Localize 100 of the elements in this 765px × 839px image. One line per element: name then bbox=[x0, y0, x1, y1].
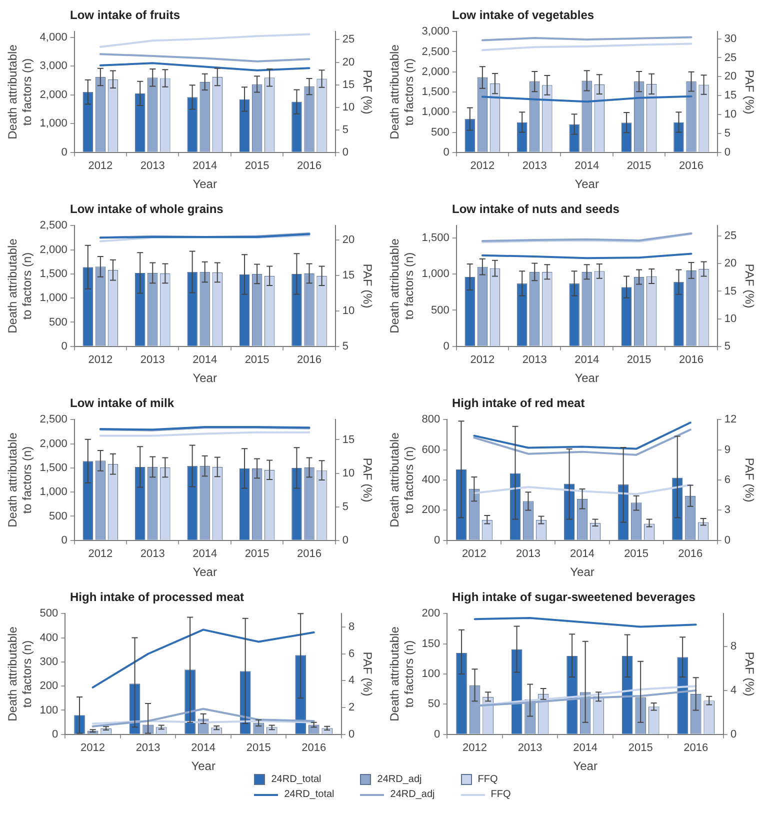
y-axis-title: Death attributable to factors (n) bbox=[6, 626, 34, 722]
y-axis-title: Death attributable to factors (n) bbox=[6, 432, 34, 528]
legend-label: 24RD_total bbox=[271, 774, 322, 785]
y-axis-title: Death attributable to factors (n) bbox=[388, 238, 416, 334]
y2-tick-label: 5 bbox=[342, 500, 348, 513]
x-tick-label: 2012 bbox=[80, 742, 106, 754]
y-tick-label: 500 bbox=[48, 510, 68, 522]
y2-tick-label: 12 bbox=[724, 414, 737, 426]
x-tick-label: 2015 bbox=[628, 742, 653, 754]
legend-label: 24RD_adj bbox=[390, 789, 435, 800]
y2-axis-title: PAF (%) bbox=[360, 652, 374, 696]
y-tick-label: 0 bbox=[52, 728, 58, 740]
y2-tick-label: 30 bbox=[724, 32, 737, 45]
y-tick-label: 3,000 bbox=[40, 60, 68, 72]
y-tick-label: 500 bbox=[40, 608, 58, 620]
y2-tick-label: 15 bbox=[342, 78, 355, 91]
y-tick-label: 1,000 bbox=[40, 292, 68, 304]
legend-label: 24RD_total bbox=[284, 789, 334, 800]
y2-tick-label: 5 bbox=[342, 340, 348, 352]
y-tick-label: 0 bbox=[61, 534, 68, 546]
x-tick-label: 2016 bbox=[679, 354, 704, 366]
y2-tick-label: 4 bbox=[348, 674, 355, 687]
y-tick-label: 800 bbox=[422, 414, 440, 426]
y-tick-label: 2,000 bbox=[40, 244, 68, 256]
y-axis-title: Death attributable to factors (n) bbox=[388, 626, 416, 722]
y2-axis-title: PAF (%) bbox=[360, 264, 374, 308]
y2-tick-label: 8 bbox=[730, 640, 737, 653]
y-tick-label: 1,000 bbox=[40, 486, 68, 498]
y2-tick-label: 15 bbox=[342, 434, 355, 446]
y-axis-title: Death attributable to factors (n) bbox=[6, 44, 34, 140]
x-axis-title: Year bbox=[191, 759, 216, 774]
y-tick-label: 0 bbox=[443, 340, 450, 352]
x-axis-title: Year bbox=[573, 759, 598, 774]
y-tick-label: 500 bbox=[48, 316, 68, 328]
y-axis-title: Death attributable to factors (n) bbox=[388, 432, 416, 528]
y-tick-label: 200 bbox=[422, 608, 440, 620]
y-tick-label: 4,000 bbox=[40, 31, 68, 44]
y-tick-label: 2,000 bbox=[40, 438, 68, 450]
y-tick-label: 1,500 bbox=[40, 462, 68, 474]
y2-tick-label: 10 bbox=[342, 101, 355, 114]
y-tick-label: 1,500 bbox=[422, 86, 450, 98]
y-tick-label: 400 bbox=[422, 474, 440, 486]
x-tick-label: 2014 bbox=[574, 160, 600, 172]
y2-tick-label: 8 bbox=[348, 621, 355, 634]
x-tick-label: 2016 bbox=[297, 160, 322, 172]
y2-tick-label: 25 bbox=[724, 230, 737, 242]
y2-tick-label: 15 bbox=[342, 269, 355, 282]
x-tick-label: 2016 bbox=[297, 548, 322, 560]
y-tick-label: 600 bbox=[422, 444, 440, 456]
x-tick-label: 2016 bbox=[678, 548, 703, 560]
x-axis-title: Year bbox=[574, 371, 599, 386]
y2-tick-label: 0 bbox=[730, 728, 737, 740]
y-tick-label: 3,000 bbox=[422, 26, 450, 38]
y2-tick-label: 6 bbox=[348, 648, 355, 660]
y2-axis-title: PAF (%) bbox=[360, 70, 374, 114]
x-tick-label: 2015 bbox=[244, 160, 270, 172]
y2-axis-title: PAF (%) bbox=[742, 458, 756, 502]
x-tick-label: 2014 bbox=[574, 354, 600, 366]
x-tick-label: 2012 bbox=[462, 548, 486, 560]
y2-tick-label: 0 bbox=[724, 534, 730, 546]
y2-tick-label: 0 bbox=[342, 534, 348, 546]
x-tick-label: 2013 bbox=[522, 160, 547, 172]
y-tick-label: 0 bbox=[61, 340, 68, 352]
x-tick-label: 2015 bbox=[244, 548, 270, 560]
y-tick-label: 300 bbox=[40, 656, 58, 668]
y-tick-label: 2,500 bbox=[40, 414, 68, 426]
y2-tick-label: 15 bbox=[724, 90, 737, 102]
y2-tick-label: 5 bbox=[724, 127, 730, 140]
y2-tick-label: 10 bbox=[342, 467, 355, 480]
legend-label: FFQ bbox=[478, 774, 498, 785]
x-tick-label: 2012 bbox=[88, 160, 113, 172]
x-tick-label: 2012 bbox=[88, 548, 113, 560]
legend-label: 24RD_adj bbox=[377, 774, 422, 785]
y-tick-label: 2,500 bbox=[422, 46, 450, 58]
x-axis-title: Year bbox=[192, 371, 217, 386]
y-tick-label: 50 bbox=[428, 698, 440, 710]
x-tick-label: 2014 bbox=[192, 160, 218, 172]
y2-tick-label: 10 bbox=[342, 304, 355, 317]
y2-tick-label: 10 bbox=[724, 312, 737, 325]
y-tick-label: 100 bbox=[40, 704, 58, 716]
x-tick-label: 2016 bbox=[679, 160, 704, 172]
x-tick-label: 2015 bbox=[626, 354, 652, 366]
y2-tick-label: 6 bbox=[724, 474, 730, 486]
y2-tick-label: 5 bbox=[724, 340, 730, 352]
x-tick-label: 2012 bbox=[470, 354, 495, 366]
y-axis-title: Death attributable to factors (n) bbox=[6, 238, 34, 334]
y-tick-label: 0 bbox=[61, 146, 68, 158]
x-tick-label: 2014 bbox=[192, 354, 218, 366]
chart-title: High intake of red meat bbox=[452, 396, 586, 410]
chart-title: High intake of processed meat bbox=[70, 590, 246, 604]
chart-title: Low intake of fruits bbox=[70, 8, 182, 22]
y-tick-label: 1,000 bbox=[422, 106, 450, 118]
x-tick-label: 2015 bbox=[624, 548, 649, 560]
y-tick-label: 0 bbox=[434, 534, 440, 546]
y-tick-label: 0 bbox=[443, 146, 450, 158]
y2-tick-label: 3 bbox=[724, 504, 730, 516]
chart-title: Low intake of whole grains bbox=[70, 202, 224, 216]
x-tick-label: 2013 bbox=[136, 742, 160, 754]
x-tick-label: 2012 bbox=[462, 742, 488, 754]
y2-axis-title: PAF (%) bbox=[742, 652, 756, 696]
